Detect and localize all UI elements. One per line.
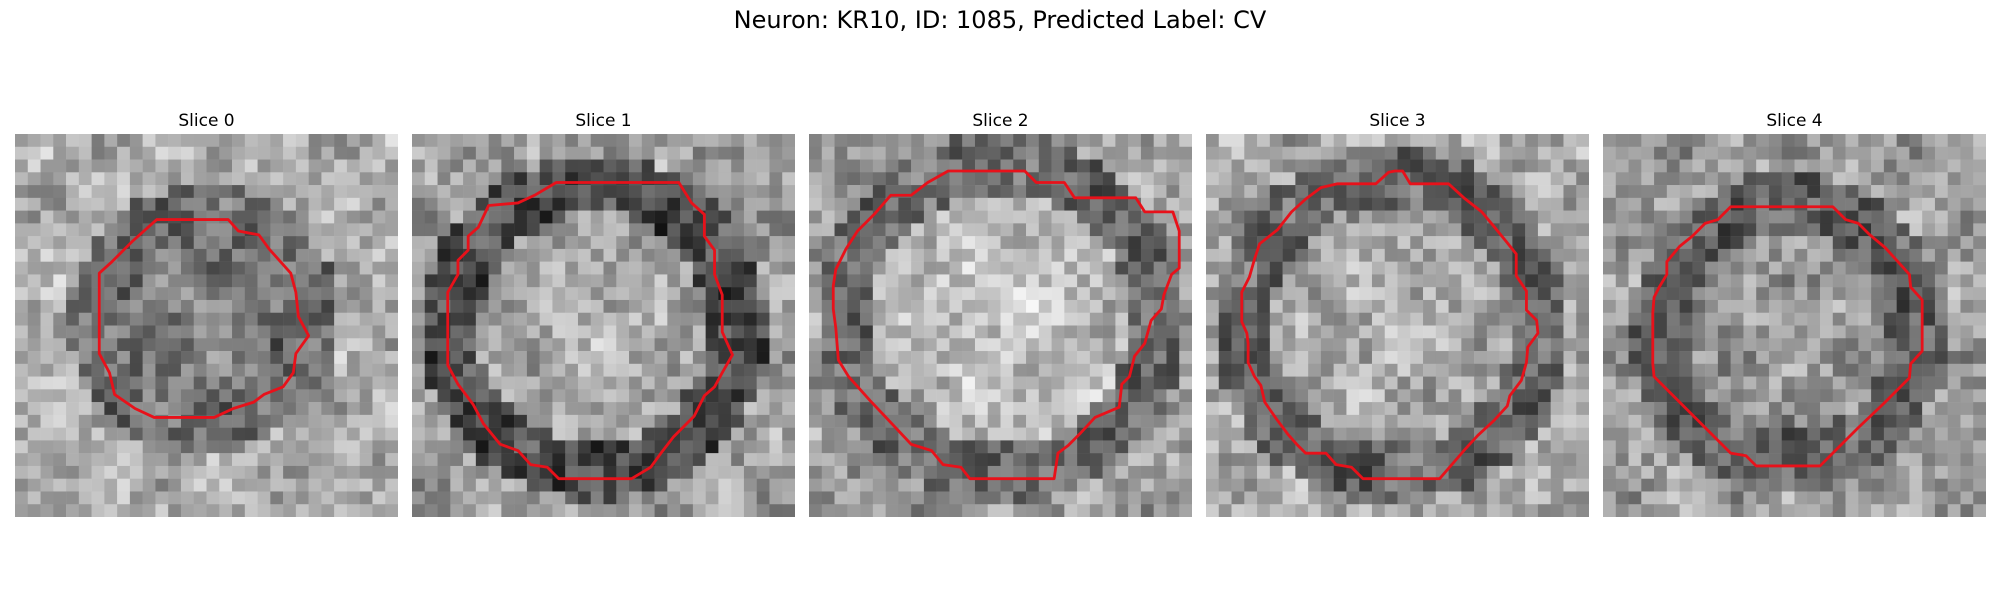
roi-contour bbox=[831, 169, 1181, 481]
slice-panel-3: Slice 3 bbox=[1206, 108, 1589, 517]
slice-panel-4: Slice 4 bbox=[1603, 108, 1986, 517]
grayscale-pixel-grid bbox=[412, 134, 795, 517]
slice-image bbox=[809, 134, 1192, 517]
slice-image bbox=[1603, 134, 1986, 517]
roi-contour bbox=[1651, 205, 1924, 468]
grayscale-pixel-grid bbox=[809, 134, 1192, 517]
grayscale-pixel-grid bbox=[1603, 134, 1986, 517]
slice-image bbox=[412, 134, 795, 517]
slice-panel-1: Slice 1 bbox=[412, 108, 795, 517]
grayscale-pixel-grid bbox=[1206, 134, 1589, 517]
slice-title: Slice 2 bbox=[972, 111, 1029, 131]
slice-panel-0: Slice 0 bbox=[15, 108, 398, 517]
roi-contour bbox=[97, 218, 311, 419]
figure-title: Neuron: KR10, ID: 1085, Predicted Label:… bbox=[733, 6, 1267, 34]
slice-panel-2: Slice 2 bbox=[809, 108, 1192, 517]
roi-contour bbox=[1240, 169, 1540, 481]
roi-contour bbox=[446, 181, 734, 481]
slice-title: Slice 1 bbox=[575, 111, 632, 131]
slice-title: Slice 0 bbox=[178, 111, 235, 131]
slice-title: Slice 4 bbox=[1766, 111, 1823, 131]
slice-title: Slice 3 bbox=[1369, 111, 1426, 131]
grayscale-pixel-grid bbox=[15, 134, 398, 517]
slice-image bbox=[1206, 134, 1589, 517]
slice-image bbox=[15, 134, 398, 517]
